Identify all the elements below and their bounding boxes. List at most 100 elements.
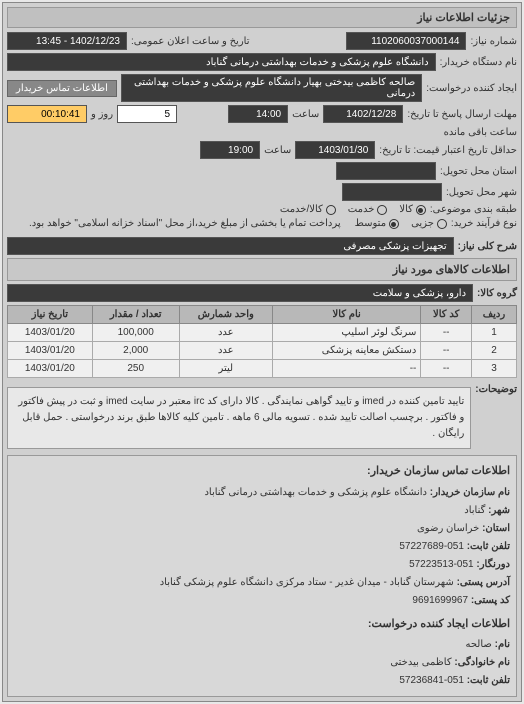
table-cell: 2 — [471, 342, 516, 360]
fax: 051-57223513 — [409, 559, 474, 570]
table-row: 2--دستکش معاینه پزشکیعدد2,0001403/01/20 — [8, 342, 517, 360]
radio-dot-icon — [389, 219, 399, 229]
radio-small[interactable]: جزیی — [411, 218, 447, 229]
province-label: استان: — [482, 523, 510, 534]
radio-kala[interactable]: کالا — [399, 204, 426, 215]
need-no-value: 1102060037000144 — [346, 32, 466, 50]
table-cell: 1403/01/20 — [8, 324, 93, 342]
org-label: نام دستگاه خریدار: — [440, 57, 517, 68]
family: کاظمی بیدختی — [390, 657, 451, 668]
delivery-province-value — [336, 162, 436, 180]
days-value: 5 — [117, 105, 177, 123]
radio-service[interactable]: خدمت — [348, 204, 388, 215]
table-cell: عدد — [179, 342, 272, 360]
radio-kala-khadmat[interactable]: کالا/خدمت — [280, 204, 336, 215]
col-qty: تعداد / مقدار — [92, 306, 179, 324]
contact-section2-title: اطلاعات ایجاد کننده درخواست: — [14, 615, 510, 634]
table-row: 3----لیتر2501403/01/20 — [8, 360, 517, 378]
need-title-value: تجهیزات پزشکی مصرفی — [7, 237, 454, 255]
fax-label: دورنگار: — [476, 559, 510, 570]
table-cell: 1 — [471, 324, 516, 342]
valid-until-label: حداقل تاریخ اعتبار قیمت: تا تاریخ: — [379, 145, 517, 156]
buy-type-label: نوع فرآیند خرید: — [451, 218, 517, 229]
radio-dot-icon — [437, 219, 447, 229]
radio-mid[interactable]: متوسط — [355, 218, 399, 229]
buy-note: پرداخت تمام یا بخشی از مبلغ خرید،از محل … — [29, 218, 341, 229]
phone2-label: تلفن ثابت: — [467, 675, 510, 686]
col-name: نام کالا — [272, 306, 420, 324]
table-cell: 1403/01/20 — [8, 342, 93, 360]
radio-dot-icon — [377, 205, 387, 215]
contact-section: اطلاعات تماس سازمان خریدار: نام سازمان خ… — [7, 455, 517, 697]
remain-label: ساعت باقی مانده — [444, 127, 517, 138]
postcode-label: کد پستی: — [471, 595, 510, 606]
table-cell: -- — [421, 360, 472, 378]
org-name: دانشگاه علوم پزشکی و خدمات بهداشتی درمان… — [204, 487, 427, 498]
announce-value: 1402/12/23 - 13:45 — [7, 32, 127, 50]
phone2: 051-57236841 — [399, 675, 464, 686]
group-label: گروه کالا: — [477, 288, 517, 299]
goods-section-header: اطلاعات کالاهای مورد نیاز — [7, 258, 517, 281]
col-row: ردیف — [471, 306, 516, 324]
top-form: شماره نیاز: 1102060037000144 تاریخ و ساع… — [7, 32, 517, 229]
category-radios: کالا خدمت کالا/خدمت — [280, 204, 426, 215]
col-unit: واحد شمارش — [179, 306, 272, 324]
delivery-province-label: استان محل تحویل: — [440, 166, 517, 177]
postcode: 9691699967 — [412, 595, 468, 606]
goods-table: ردیف کد کالا نام کالا واحد شمارش تعداد /… — [7, 305, 517, 378]
creator-value: صالحه کاظمی بیدختی بهیار دانشگاه علوم پز… — [121, 74, 422, 102]
valid-until-date: 1403/01/30 — [295, 141, 375, 159]
deadline-reply-date: 1402/12/28 — [323, 105, 403, 123]
table-cell: دستکش معاینه پزشکی — [272, 342, 420, 360]
deadline-reply-label: مهلت ارسال پاسخ تا تاریخ: — [407, 109, 517, 120]
desc-label: توضیحات: — [475, 384, 517, 395]
org-name-label: نام سازمان خریدار: — [430, 487, 510, 498]
city: گناباد — [464, 505, 485, 516]
table-cell: 2,000 — [92, 342, 179, 360]
col-date: تاریخ نیاز — [8, 306, 93, 324]
delivery-city-label: شهر محل تحویل: — [446, 187, 517, 198]
col-code: کد کالا — [421, 306, 472, 324]
buy-type-radios: جزیی متوسط — [355, 218, 447, 229]
table-row: 1--سرنگ لوئر اسلیپعدد100,0001403/01/20 — [8, 324, 517, 342]
table-cell: عدد — [179, 324, 272, 342]
city-label: شهر: — [488, 505, 510, 516]
category-label: طبقه بندی موضوعی: — [430, 204, 517, 215]
table-cell: -- — [421, 342, 472, 360]
main-panel: جزئیات اطلاعات نیاز شماره نیاز: 11020600… — [2, 2, 522, 702]
table-cell: 100,000 — [92, 324, 179, 342]
contact-buyer-button[interactable]: اطلاعات تماس خریدار — [7, 80, 117, 97]
need-title-label: شرح کلی نیاز: — [458, 241, 517, 252]
radio-dot-icon — [416, 205, 426, 215]
days-label: روز و — [91, 109, 113, 120]
address: شهرستان گناباد - میدان غدیر - ستاد مرکزی… — [160, 577, 454, 588]
name-label: نام: — [495, 639, 510, 650]
desc-text: تایید تامین کننده در imed و تایید گواهی … — [7, 387, 471, 449]
creator-label: ایجاد کننده درخواست: — [426, 83, 517, 94]
valid-until-time: 19:00 — [200, 141, 260, 159]
phone: 051-57227689 — [399, 541, 464, 552]
panel-title: جزئیات اطلاعات نیاز — [7, 7, 517, 28]
table-cell: 1403/01/20 — [8, 360, 93, 378]
province: خراسان رضوی — [417, 523, 479, 534]
delivery-city-value — [342, 183, 442, 201]
contact-section1-title: اطلاعات تماس سازمان خریدار: — [14, 462, 510, 481]
address-label: آدرس پستی: — [457, 577, 510, 588]
table-cell: لیتر — [179, 360, 272, 378]
need-no-label: شماره نیاز: — [470, 36, 517, 47]
radio-dot-icon — [326, 205, 336, 215]
table-header-row: ردیف کد کالا نام کالا واحد شمارش تعداد /… — [8, 306, 517, 324]
table-cell: سرنگ لوئر اسلیپ — [272, 324, 420, 342]
family-label: نام خانوادگی: — [454, 657, 510, 668]
group-value: دارو، پزشکی و سلامت — [7, 284, 473, 302]
table-cell: -- — [272, 360, 420, 378]
org-value: دانشگاه علوم پزشکی و خدمات بهداشتی درمان… — [7, 53, 436, 71]
table-cell: 250 — [92, 360, 179, 378]
remain-value: 00:10:41 — [7, 105, 87, 123]
table-cell: -- — [421, 324, 472, 342]
name: صالحه — [465, 639, 491, 650]
deadline-reply-time: 14:00 — [228, 105, 288, 123]
announce-label: تاریخ و ساعت اعلان عمومی: — [131, 36, 250, 47]
phone-label: تلفن ثابت: — [467, 541, 510, 552]
table-cell: 3 — [471, 360, 516, 378]
